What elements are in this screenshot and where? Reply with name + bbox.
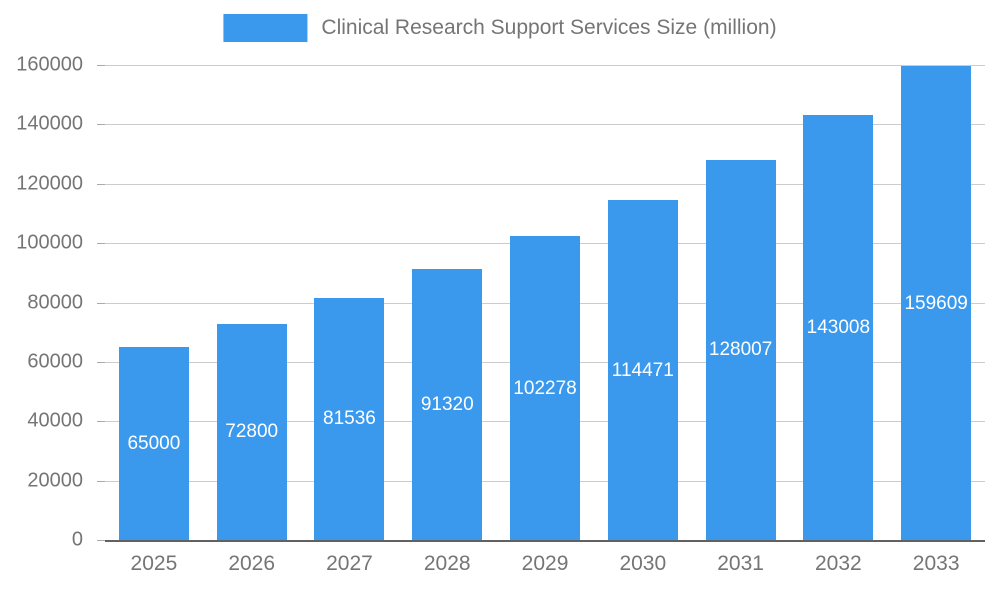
- y-tick-mark: [97, 480, 105, 482]
- bar-value-label: 72800: [225, 421, 279, 443]
- x-axis-label-2025: 2025: [130, 552, 178, 575]
- bar-2025: 65000: [118, 347, 189, 540]
- y-axis-label: 100000: [16, 231, 83, 254]
- y-tick-mark: [97, 421, 105, 423]
- bar-value-label: 159609: [904, 292, 968, 314]
- bar-2031: 128007: [705, 159, 776, 540]
- plot-area: 65000 72800 81536 91320 102278 114471 128007 14…: [97, 65, 985, 542]
- x-axis-label-2029: 2029: [521, 552, 569, 575]
- bar-slot: 81536: [301, 65, 399, 540]
- y-tick-mark: [97, 124, 105, 126]
- y-axis-label: 40000: [27, 409, 83, 432]
- x-axis-label-2027: 2027: [326, 552, 373, 575]
- bar-2027: 81536: [314, 297, 385, 540]
- x-axis-label-2033: 2033: [912, 552, 960, 575]
- bar-value-label: 143008: [806, 317, 871, 339]
- bar-slot: 91320: [398, 65, 496, 540]
- bar-2030: 114471: [607, 200, 678, 540]
- chart-title: Clinical Research Support Services Size …: [321, 16, 777, 39]
- y-axis-label: 20000: [27, 469, 83, 492]
- gridline: [105, 65, 985, 66]
- gridline: [105, 124, 985, 126]
- gridline: [105, 183, 985, 185]
- x-axis-label-2031: 2031: [717, 552, 764, 575]
- y-axis-label: 160000: [16, 53, 83, 76]
- bar-slot: 114471: [594, 65, 692, 540]
- bar-2029: 102278: [510, 236, 581, 540]
- x-axis-label-2026: 2026: [228, 552, 276, 575]
- y-tick-mark: [97, 243, 105, 245]
- bar-slot: 65000: [105, 65, 203, 540]
- y-axis: 0 20000 40000 60000 80000 100000 120000 140000 1…: [0, 54, 97, 551]
- y-tick-mark: [97, 183, 105, 185]
- bar-slot: 128007: [692, 65, 790, 540]
- bar-slot: 102278: [496, 65, 594, 540]
- legend-swatch-icon: [223, 14, 308, 42]
- y-tick-mark: [97, 65, 105, 66]
- bar-2028: 91320: [412, 268, 483, 540]
- y-tick-mark: [97, 361, 105, 363]
- bar-slot: 72800: [203, 65, 301, 540]
- y-tick-mark: [97, 302, 105, 304]
- chart-legend: Clinical Research Support Services Size …: [223, 14, 777, 42]
- bar-value-label: 114471: [611, 359, 674, 381]
- bar-2033: 159609: [901, 66, 972, 540]
- y-axis-label: 140000: [16, 112, 83, 135]
- x-axis-label-2030: 2030: [619, 552, 667, 575]
- bar-slot: 143008: [789, 65, 887, 540]
- bar-value-label: 102278: [513, 377, 577, 399]
- bar-2026: 72800: [216, 323, 287, 540]
- x-axis-label-2032: 2032: [815, 552, 862, 575]
- y-axis-label: 120000: [16, 172, 83, 195]
- y-axis-label: 80000: [27, 291, 83, 313]
- bar-2032: 143008: [803, 115, 874, 540]
- x-axis-line: [105, 540, 985, 542]
- bar-value-label: 81536: [323, 408, 376, 430]
- bar-slot: 159609: [887, 65, 985, 540]
- bar-value-label: 91320: [420, 393, 474, 415]
- bar-value-label: 65000: [127, 433, 181, 455]
- y-tick-mark: [97, 540, 105, 541]
- y-axis-label: 0: [71, 528, 83, 551]
- bars-group: 65000 72800 81536 91320 102278 114471 128007 14…: [105, 65, 985, 540]
- x-axis: 2025 2026 2027 2028 2029 2030 2031 2032 2033: [105, 552, 985, 576]
- bar-value-label: 128007: [708, 339, 773, 361]
- x-axis-label-2028: 2028: [423, 552, 471, 575]
- y-axis-label: 60000: [27, 350, 83, 373]
